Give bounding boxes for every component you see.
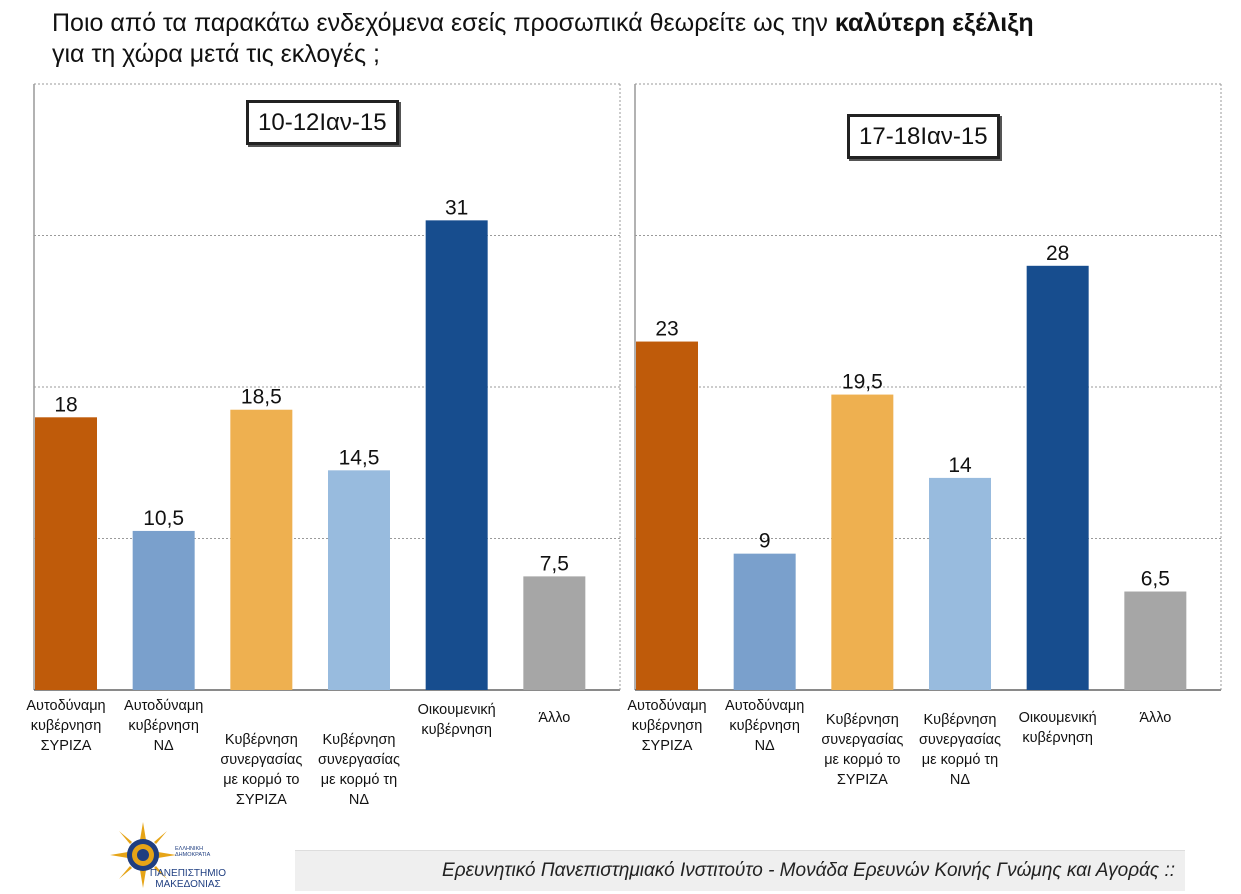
bar (523, 576, 586, 690)
bar (328, 470, 390, 690)
category-label: Άλλο (538, 710, 571, 726)
category-label: Αυτοδύναμη κυβέρνηση ΝΔ (725, 698, 805, 754)
footer-text: Ερευνητικό Πανεπιστημιακό Ινστιτούτο - Μ… (442, 860, 1175, 881)
bar-chart-right: 23 9 19,5 14 28 6,5 (634, 83, 1222, 691)
title-bold: καλύτερη εξέλιξη (834, 9, 1034, 37)
data-label: 18,5 (241, 386, 282, 409)
data-label: 14,5 (339, 446, 380, 469)
category-label: Αυτοδύναμη κυβέρνηση ΝΔ (124, 698, 204, 754)
data-label: 10,5 (143, 507, 184, 530)
data-label: 28 (1046, 242, 1069, 265)
category-label: Κυβέρνηση συνεργασίας με κορμό τη ΝΔ (918, 712, 1001, 788)
logo-small-2: ΔΗΜΟΚΡΑΤΙΑ (175, 852, 211, 858)
logo-label-1: ΠΑΝΕΠΙΣΤΗΜΙΟ (149, 868, 227, 879)
data-label: 23 (655, 318, 678, 341)
logo-label-2: ΜΑΚΕΔΟΝΙΑΣ (155, 879, 221, 890)
category-label: Κυβέρνηση συνεργασίας με κορμό το ΣΥΡΙΖΑ (220, 732, 303, 808)
chart-title: Ποιο από τα παρακάτω ενδεχόμενα εσείς πρ… (52, 8, 1212, 70)
bar (1026, 265, 1089, 690)
title-text: Ποιο από τα παρακάτω ενδεχόμενα εσείς πρ… (52, 9, 835, 37)
data-label: 19,5 (842, 371, 883, 394)
logo-small-1: ΕΛΛΗΝΙΚΗ (175, 846, 204, 852)
data-label: 31 (445, 196, 468, 219)
bar (425, 220, 488, 690)
period-label-right: 17-18Ιαν-15 (847, 114, 1000, 159)
bar (733, 553, 796, 690)
category-label: Οικουμενική κυβέρνηση (417, 702, 496, 738)
bar (132, 530, 195, 690)
data-label: 14 (948, 454, 972, 477)
bar (35, 417, 97, 690)
bar-chart-left: 18 10,5 18,5 14,5 31 7,5 (33, 83, 621, 691)
bar (230, 409, 293, 690)
period-label-left: 10-12Ιαν-15 (246, 100, 399, 145)
data-label: 9 (759, 530, 771, 553)
category-label: Κυβέρνηση συνεργασίας με κορμό το ΣΥΡΙΖΑ (821, 712, 904, 788)
sun-emblem-icon (110, 822, 176, 888)
category-label: Άλλο (1139, 710, 1172, 726)
chart-panel-left: 18 10,5 18,5 14,5 31 7,5 10-12Ιαν-15 (33, 83, 621, 691)
data-label: 7,5 (540, 552, 569, 575)
data-label: 6,5 (1141, 568, 1170, 591)
footer-bar: Ερευνητικό Πανεπιστημιακό Ινστιτούτο - Μ… (295, 850, 1185, 891)
category-label: Αυτοδύναμη κυβέρνηση ΣΥΡΙΖΑ (627, 698, 707, 754)
bar (1124, 591, 1187, 690)
data-label: 18 (54, 393, 77, 416)
university-logo: ΕΛΛΗΝΙΚΗ ΔΗΜΟΚΡΑΤΙΑ ΠΑΝΕΠΙΣΤΗΜΙΟ ΜΑΚΕΔΟΝ… (108, 820, 238, 894)
title-line2: για τη χώρα μετά τις εκλογές ; (52, 40, 380, 68)
bar (636, 341, 698, 690)
chart-panel-right: 23 9 19,5 14 28 6,5 17-18Ιαν-15 (634, 83, 1222, 691)
category-label: Οικουμενική κυβέρνηση (1018, 710, 1097, 746)
bar (929, 477, 991, 690)
category-label: Αυτοδύναμη κυβέρνηση ΣΥΡΙΖΑ (26, 698, 106, 754)
bar (831, 394, 894, 690)
category-label: Κυβέρνηση συνεργασίας με κορμό τη ΝΔ (317, 732, 400, 808)
